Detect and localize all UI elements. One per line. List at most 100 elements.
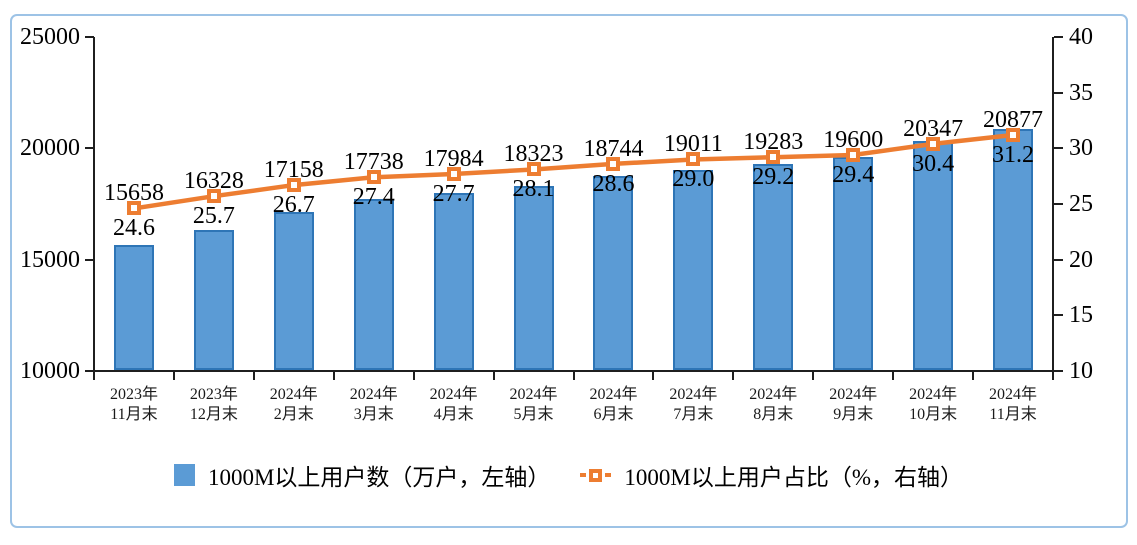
bar-7 <box>673 170 714 370</box>
line-marker-4 <box>446 166 461 181</box>
bar-0 <box>113 245 154 370</box>
line-marker-1 <box>206 189 221 204</box>
bar-value-label-7: 19011 <box>663 131 723 158</box>
line-marker-dot-4 <box>450 170 457 177</box>
line-value-label-6: 28.6 <box>592 170 635 197</box>
bar-value-label-8: 19283 <box>743 129 804 156</box>
bar-value-label-2: 17158 <box>263 157 324 184</box>
bar-value-label-11: 20877 <box>983 106 1044 133</box>
line-series-marker-icon <box>580 468 612 482</box>
category-label-3: 2024年 3月末 <box>349 386 398 423</box>
right-axis-tick-label: 10 <box>1069 358 1093 384</box>
bar-value-label-0: 15658 <box>103 180 164 207</box>
legend-label-bar-series: 1000M以上用户数（万户，左轴） <box>207 465 551 490</box>
line-marker-6 <box>606 156 621 171</box>
x-axis-tick <box>332 370 335 380</box>
bar-value-label-10: 20347 <box>903 115 964 142</box>
legend-item-bar-series: 1000M以上用户数（万户，左轴） <box>173 458 551 492</box>
x-axis-tick <box>1052 370 1054 380</box>
x-axis-tick <box>892 370 895 380</box>
x-axis-tick <box>732 370 735 380</box>
right-axis-tick <box>1054 91 1063 94</box>
legend-item-line-series: 1000M以上用户占比（%，右轴） <box>580 458 963 492</box>
bar-value-label-3: 17738 <box>343 149 404 176</box>
bar-6 <box>593 176 634 370</box>
line-marker-5 <box>526 162 541 177</box>
line-marker-7 <box>686 152 701 167</box>
right-axis-tick-label: 30 <box>1069 135 1093 162</box>
right-axis-tick <box>1054 203 1063 205</box>
line-value-label-4: 27.7 <box>432 180 475 207</box>
left-axis-tick-label: 10000 <box>20 358 80 384</box>
x-axis-tick <box>93 370 95 380</box>
x-axis-tick <box>492 370 495 380</box>
x-axis-tick <box>252 370 255 380</box>
left-axis-tick <box>85 36 94 38</box>
right-axis-tick-label: 25 <box>1069 191 1093 217</box>
line-marker-dot-8 <box>770 154 777 161</box>
category-label-10: 2024年 10月末 <box>909 386 958 423</box>
line-marker-dot-2 <box>290 182 297 189</box>
bar-10 <box>913 140 954 370</box>
bar-4 <box>433 193 474 370</box>
line-value-label-8: 29.2 <box>752 164 795 191</box>
category-label-5: 2024年 5月末 <box>509 386 558 423</box>
line-marker-0 <box>126 201 141 216</box>
x-axis-tick <box>172 370 175 380</box>
line-series-path <box>133 132 1014 211</box>
bar-value-label-4: 17984 <box>423 145 484 172</box>
line-marker-2 <box>286 178 301 193</box>
line-marker-11 <box>1006 127 1021 142</box>
category-label-7: 2024年 7月末 <box>669 386 718 423</box>
bar-1 <box>193 230 234 370</box>
right-axis-tick <box>1054 147 1063 150</box>
left-axis-tick <box>85 258 94 261</box>
line-value-label-2: 26.7 <box>272 192 315 219</box>
line-marker-dot-6 <box>610 160 617 167</box>
right-axis-tick-label: 35 <box>1069 79 1093 106</box>
legend: 1000M以上用户数（万户，左轴） 1000M以上用户占比（%，右轴） <box>0 457 1137 493</box>
category-label-2: 2024年 2月末 <box>269 386 318 423</box>
bar-value-label-6: 18744 <box>583 135 644 162</box>
x-axis-tick <box>652 370 655 380</box>
right-axis-tick <box>1054 370 1063 372</box>
line-value-label-9: 29.4 <box>832 162 875 188</box>
bar-value-label-5: 18323 <box>503 141 564 168</box>
line-marker-dot-0 <box>130 205 137 212</box>
line-marker-10 <box>926 136 941 151</box>
category-label-0: 2023年 11月末 <box>109 386 158 423</box>
line-value-label-11: 31.2 <box>992 141 1035 168</box>
line-marker-dot-3 <box>370 174 377 181</box>
category-label-4: 2024年 4月末 <box>429 386 478 423</box>
left-axis-tick-label: 25000 <box>20 24 80 50</box>
bar-11 <box>993 128 1034 370</box>
line-marker-9 <box>846 148 861 162</box>
bar-8 <box>753 164 794 370</box>
bar-value-label-1: 16328 <box>183 168 244 195</box>
bar-5 <box>513 185 554 370</box>
left-y-axis-line <box>93 37 95 372</box>
x-axis-tick <box>412 370 415 380</box>
line-marker-dot-11 <box>1010 131 1017 138</box>
x-axis-tick <box>812 370 815 380</box>
line-marker-8 <box>766 150 781 165</box>
right-axis-tick <box>1054 36 1063 38</box>
legend-label-line-series: 1000M以上用户占比（%，右轴） <box>624 465 964 490</box>
left-axis-tick <box>85 147 94 150</box>
x-axis-tick <box>972 370 975 380</box>
right-y-axis-line <box>1052 37 1054 372</box>
right-axis-tick-label: 15 <box>1069 302 1093 329</box>
right-axis-tick-label: 40 <box>1069 24 1093 50</box>
bar-3 <box>353 198 394 370</box>
category-label-1: 2023年 12月末 <box>189 386 238 423</box>
line-marker-dot-7 <box>690 156 697 163</box>
right-axis-tick <box>1054 314 1063 317</box>
bar-series-swatch-icon <box>173 464 195 486</box>
line-value-label-10: 30.4 <box>912 150 955 177</box>
right-axis-tick-label: 20 <box>1069 246 1093 273</box>
category-label-9: 2024年 9月末 <box>829 386 878 423</box>
bar-9 <box>833 157 874 370</box>
line-value-label-3: 27.4 <box>352 184 395 211</box>
line-marker-dot-5 <box>530 166 537 173</box>
